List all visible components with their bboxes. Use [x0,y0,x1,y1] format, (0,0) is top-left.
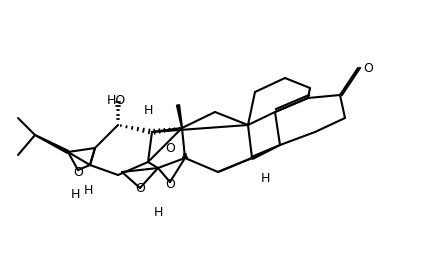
Text: O: O [73,166,83,178]
Polygon shape [35,135,69,153]
Text: O: O [362,62,372,74]
Text: H: H [153,205,162,219]
Text: H: H [83,183,92,196]
Text: O: O [135,182,145,195]
Text: H: H [143,103,152,116]
Text: O: O [164,178,174,191]
Text: HO: HO [106,93,125,106]
Text: H: H [260,172,269,185]
Text: H: H [70,188,79,201]
Polygon shape [251,145,279,159]
Polygon shape [176,105,182,128]
Text: O: O [164,142,174,154]
